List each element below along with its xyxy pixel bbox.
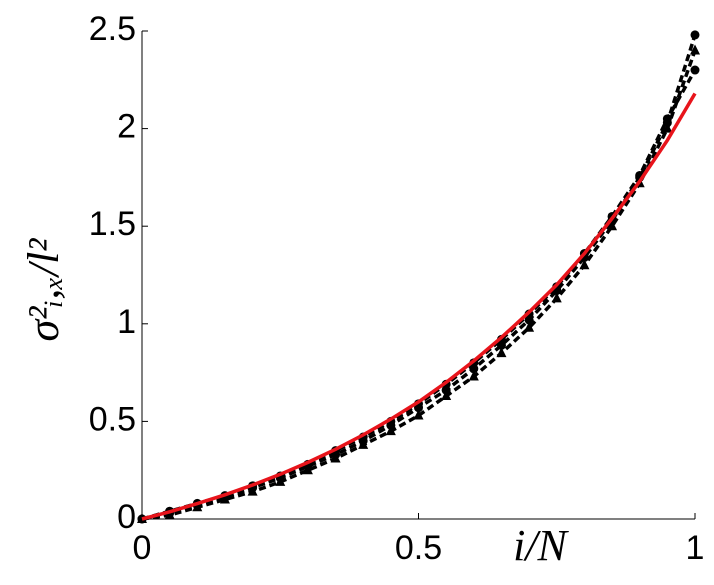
- marker: [413, 409, 424, 420]
- y-tick-label: 2: [117, 108, 136, 146]
- x-tick-label: 0.5: [395, 529, 442, 567]
- series-line: [141, 69, 697, 521]
- marker: [607, 220, 618, 231]
- marker: [275, 475, 286, 486]
- y-tick-label: 0.5: [89, 400, 136, 438]
- y-axis-label: σ²ᵢ,ₓ/l²: [19, 238, 68, 342]
- marker: [468, 370, 479, 381]
- x-axis-label: i/N: [513, 521, 569, 570]
- marker: [662, 114, 672, 124]
- marker: [524, 321, 535, 332]
- marker: [358, 438, 369, 449]
- series-line: [141, 92, 697, 521]
- marker: [302, 464, 313, 475]
- marker: [662, 122, 673, 133]
- marker: [579, 259, 590, 270]
- y-tick-label: 1.5: [89, 205, 136, 243]
- marker: [330, 452, 341, 463]
- marker: [247, 485, 258, 496]
- marker: [690, 65, 700, 75]
- y-tick-label: 1: [117, 303, 136, 341]
- marker: [441, 390, 452, 401]
- x-tick-label: 0: [133, 529, 152, 567]
- x-tick-label: 1: [686, 529, 705, 567]
- series-line: [141, 49, 697, 521]
- series-line: [141, 34, 697, 521]
- marker: [551, 292, 562, 303]
- marker: [385, 425, 396, 436]
- y-tick-label: 0: [117, 498, 136, 536]
- marker: [690, 44, 700, 55]
- marker: [496, 347, 507, 358]
- marker: [690, 30, 700, 40]
- y-tick-label: 2.5: [89, 10, 136, 48]
